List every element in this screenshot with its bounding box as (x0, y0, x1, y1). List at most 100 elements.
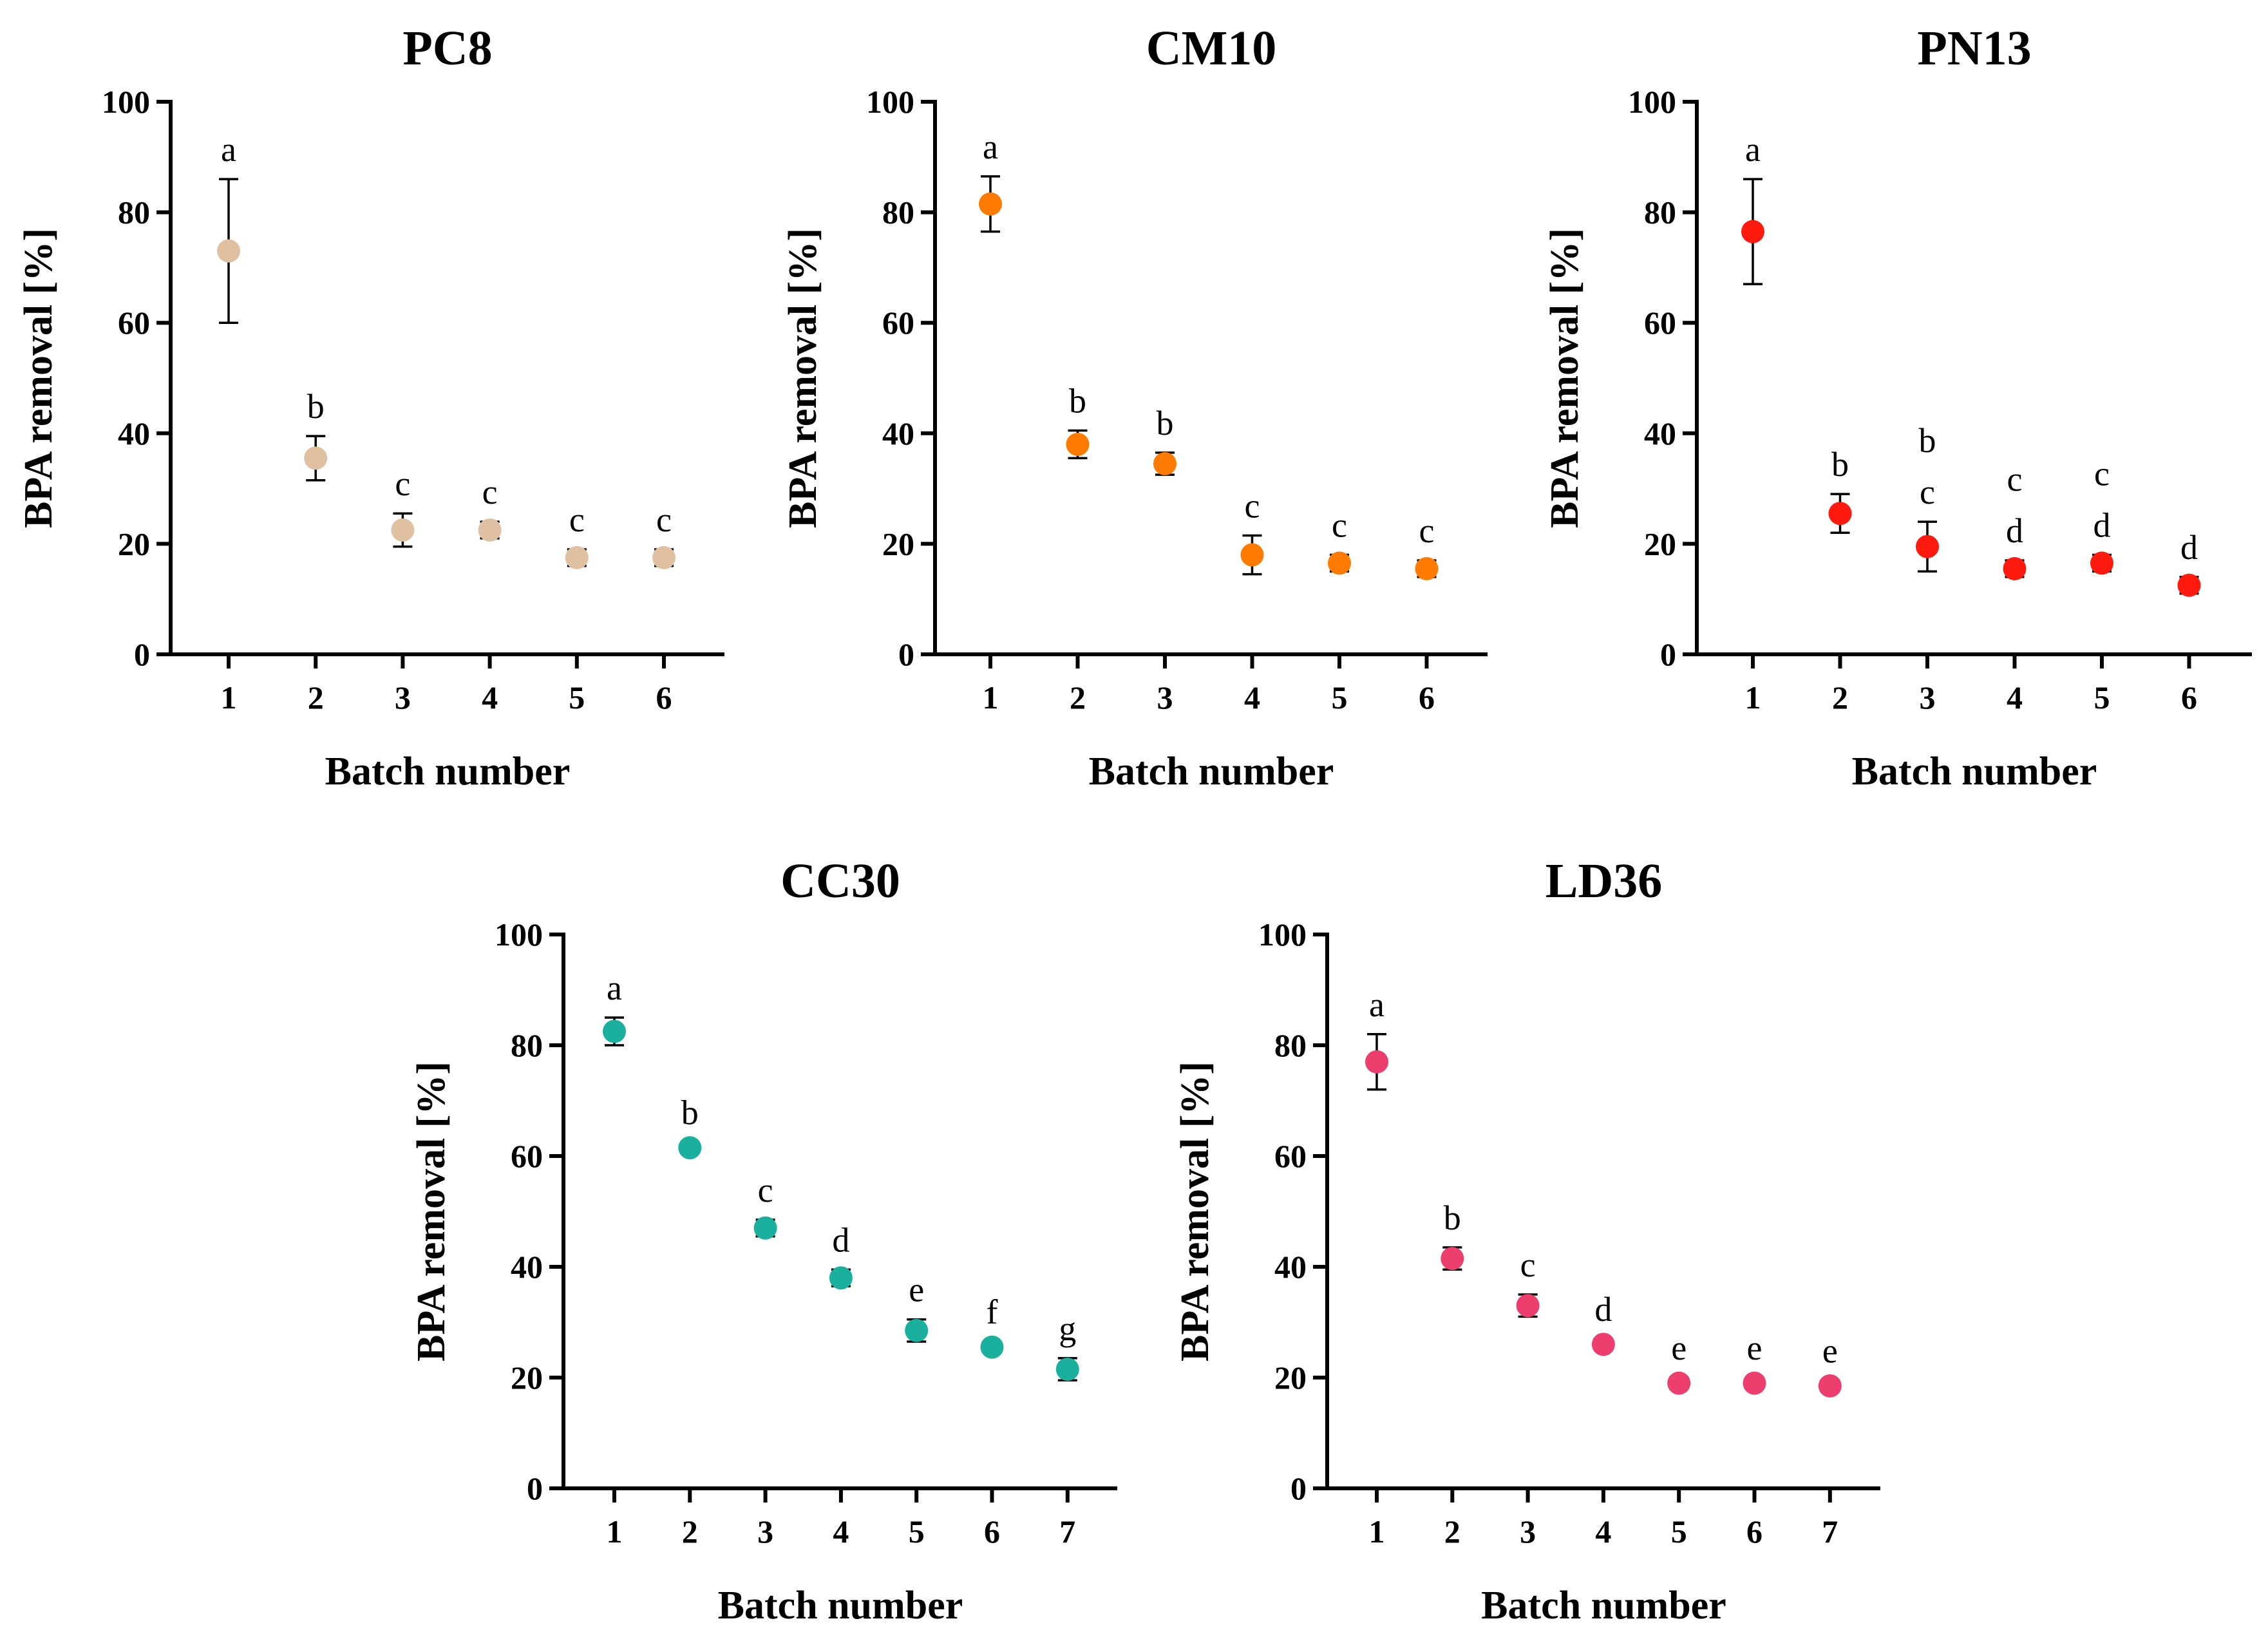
x-tick-label: 7 (1059, 1513, 1075, 1550)
data-point (652, 545, 676, 569)
y-tick-label: 100 (1628, 84, 1676, 120)
data-point (829, 1266, 853, 1290)
y-tick-label: 80 (511, 1027, 543, 1063)
x-tick-label: 4 (2007, 679, 2023, 716)
significance-letter: c (2007, 460, 2023, 498)
significance-letter: c (1245, 487, 1260, 526)
y-tick-label: 60 (1644, 305, 1676, 341)
significance-letter: d (2180, 528, 2198, 567)
x-tick-label: 3 (757, 1513, 773, 1550)
x-tick-label: 4 (1595, 1513, 1611, 1550)
x-tick-label: 5 (569, 679, 585, 716)
x-tick-label: 1 (607, 1513, 623, 1550)
significance-letter: a (221, 130, 236, 169)
x-tick-label: 2 (1070, 679, 1086, 716)
significance-letter: c (1419, 511, 1435, 550)
y-tick-label: 40 (511, 1249, 543, 1285)
y-tick-label: 60 (1274, 1138, 1307, 1174)
significance-letter: a (607, 969, 622, 1007)
y-axis-title: BPA removal [%] (1543, 228, 1587, 528)
significance-letter: b (1069, 382, 1086, 421)
data-point (980, 1335, 1004, 1359)
significance-letter: b (1831, 445, 1849, 484)
y-tick-label: 40 (118, 415, 150, 451)
chart-title: PC8 (402, 21, 492, 75)
x-axis-title: Batch number (1481, 1584, 1726, 1627)
data-point (1328, 551, 1351, 575)
data-point (1667, 1371, 1691, 1395)
data-point (1828, 502, 1852, 526)
y-axis-title: BPA removal [%] (410, 1061, 453, 1361)
data-point (678, 1136, 702, 1160)
y-axis-title: BPA removal [%] (781, 228, 825, 528)
x-tick-label: 5 (909, 1513, 925, 1550)
x-axis-title: Batch number (325, 750, 571, 793)
y-tick-label: 0 (134, 636, 150, 672)
significance-letter: e (1747, 1329, 1762, 1367)
chart-title: CC30 (780, 854, 900, 908)
data-point (217, 239, 240, 263)
y-tick-label: 40 (1274, 1249, 1307, 1285)
x-tick-label: 1 (1745, 679, 1761, 716)
chart-title: CM10 (1146, 21, 1277, 75)
significance-letter: c (569, 500, 585, 539)
data-point (304, 446, 328, 470)
x-tick-label: 4 (482, 679, 498, 716)
y-axis-title: BPA removal [%] (1173, 1061, 1217, 1361)
data-point (905, 1318, 929, 1342)
x-tick-label: 1 (221, 679, 237, 716)
x-tick-label: 1 (1369, 1513, 1385, 1550)
significance-letter: a (983, 128, 998, 166)
significance-letter: c (395, 464, 410, 503)
x-tick-label: 3 (1520, 1513, 1536, 1550)
x-tick-label: 6 (984, 1513, 1000, 1550)
data-point (1916, 535, 1939, 558)
significance-letter: c (1920, 473, 1935, 511)
data-point (1741, 220, 1764, 243)
x-tick-label: 5 (1332, 679, 1348, 716)
significance-letter: b (1157, 404, 1174, 442)
data-point (1365, 1050, 1388, 1074)
x-tick-label: 2 (1832, 679, 1848, 716)
significance-letter: e (1671, 1329, 1687, 1367)
x-axis-title: Batch number (1852, 750, 2097, 793)
significance-letter: e (1822, 1331, 1838, 1370)
data-point (1743, 1371, 1766, 1395)
x-tick-label: 5 (1671, 1513, 1687, 1550)
y-tick-label: 80 (882, 194, 914, 231)
data-point (2003, 557, 2027, 581)
significance-letter: b (1919, 421, 1936, 460)
x-tick-label: 2 (308, 679, 324, 716)
significance-letter: e (909, 1271, 924, 1309)
data-point (753, 1216, 777, 1240)
x-tick-label: 5 (2094, 679, 2110, 716)
data-point (1516, 1294, 1540, 1318)
y-tick-label: 20 (882, 526, 914, 562)
data-point (1591, 1332, 1615, 1356)
data-point (603, 1019, 626, 1043)
y-tick-label: 40 (1644, 415, 1676, 451)
data-point (1066, 432, 1090, 456)
y-tick-label: 100 (495, 916, 543, 953)
data-point (1055, 1358, 1079, 1381)
significance-letter: d (832, 1220, 849, 1259)
data-point (979, 192, 1002, 216)
x-tick-label: 6 (656, 679, 672, 716)
significance-letter: c (2094, 455, 2110, 493)
y-tick-label: 20 (1644, 526, 1676, 562)
y-tick-label: 80 (1644, 194, 1676, 231)
x-tick-label: 3 (1920, 679, 1936, 716)
significance-letter: c (1520, 1246, 1536, 1284)
x-tick-label: 2 (1444, 1513, 1460, 1550)
chart-title: LD36 (1545, 854, 1663, 908)
significance-letter: d (2006, 511, 2023, 550)
y-tick-label: 0 (527, 1470, 543, 1506)
chart-panel-cc30: CC30 0 20 40 60 80 100 1 2 3 4 5 6 7 Batch number BPA r… (410, 854, 1117, 1627)
y-tick-label: 20 (511, 1360, 543, 1396)
chart-panel-ld36: LD36 0 20 40 60 80 100 1 2 3 4 5 6 7 Batch number BPA r… (1173, 854, 1880, 1627)
y-tick-label: 60 (118, 305, 150, 341)
significance-letter: g (1059, 1309, 1076, 1348)
x-tick-label: 6 (1419, 679, 1435, 716)
y-tick-label: 100 (102, 84, 150, 120)
